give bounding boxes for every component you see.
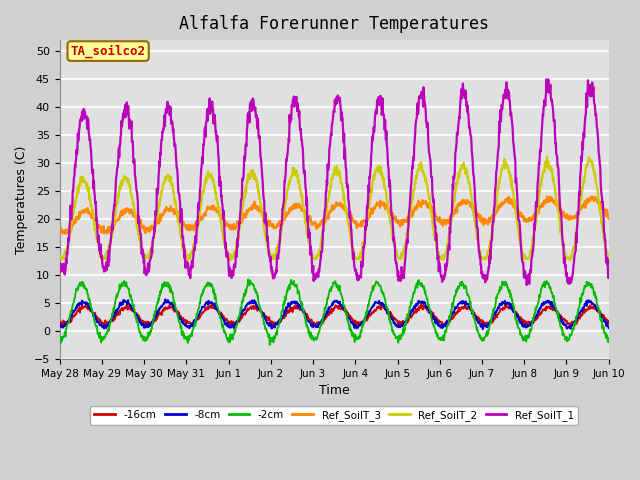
Legend: -16cm, -8cm, -2cm, Ref_SoilT_3, Ref_SoilT_2, Ref_SoilT_1: -16cm, -8cm, -2cm, Ref_SoilT_3, Ref_Soil…	[90, 406, 578, 425]
Text: TA_soilco2: TA_soilco2	[70, 44, 146, 58]
X-axis label: Time: Time	[319, 384, 349, 397]
Title: Alfalfa Forerunner Temperatures: Alfalfa Forerunner Temperatures	[179, 15, 489, 33]
Y-axis label: Temperatures (C): Temperatures (C)	[15, 145, 28, 254]
